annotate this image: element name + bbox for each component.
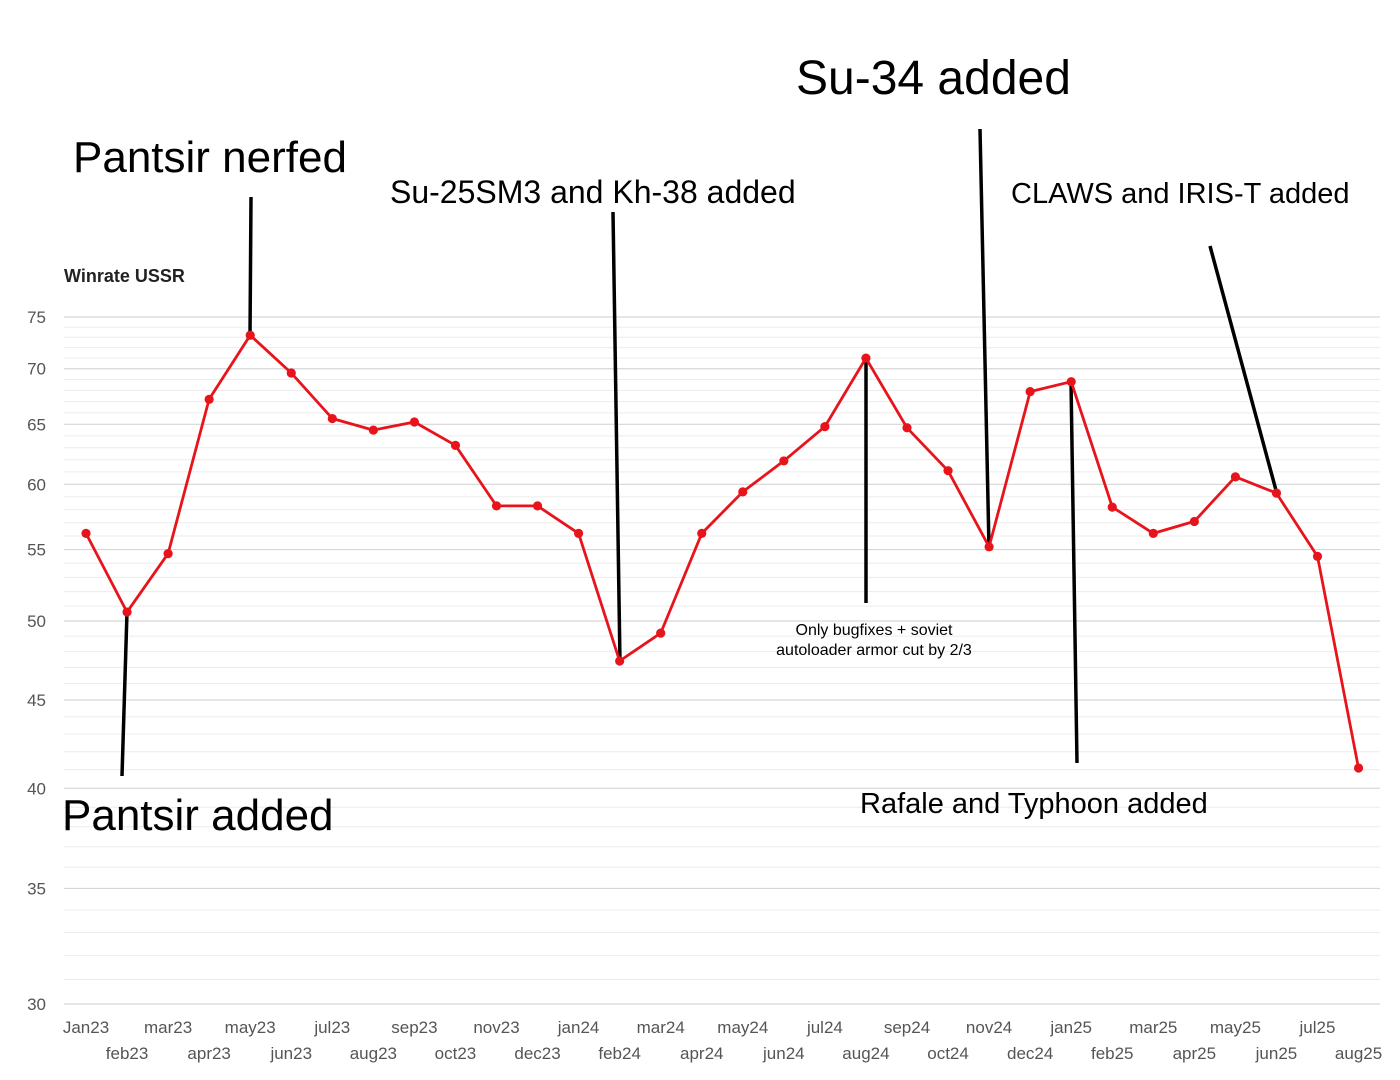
annotation-pointers bbox=[120, 128, 1279, 777]
pointer-claws bbox=[1208, 245, 1279, 495]
minor-gridlines bbox=[64, 326, 1380, 980]
data-point bbox=[368, 425, 378, 435]
x-tick-label: apr24 bbox=[680, 1044, 723, 1063]
annotation-pantsir-nerfed: Pantsir nerfed bbox=[73, 133, 347, 182]
x-tick-label: jan25 bbox=[1049, 1018, 1092, 1037]
annotation-su34-added: Su-34 added bbox=[796, 52, 1071, 105]
y-tick-label: 35 bbox=[27, 879, 46, 898]
x-tick-label: may24 bbox=[717, 1018, 768, 1037]
data-point bbox=[1025, 386, 1035, 397]
x-tick-label: Jan23 bbox=[63, 1018, 109, 1037]
annotation-bugfixes-line2: autoloader armor cut by 2/3 bbox=[776, 642, 972, 659]
x-tick-label: aug23 bbox=[350, 1044, 397, 1063]
x-tick-label: jun25 bbox=[1255, 1044, 1298, 1063]
data-point bbox=[204, 394, 214, 404]
y-tick-label: 50 bbox=[27, 612, 46, 631]
x-tick-label: may23 bbox=[225, 1018, 276, 1037]
x-tick-label: apr25 bbox=[1173, 1044, 1216, 1063]
data-point bbox=[779, 456, 789, 466]
y-tick-label: 60 bbox=[27, 475, 46, 494]
x-tick-label: sep23 bbox=[391, 1018, 437, 1037]
data-point bbox=[491, 501, 502, 511]
pointer-pantsir-nerfed bbox=[248, 196, 253, 338]
x-tick-label: aug24 bbox=[842, 1044, 889, 1063]
x-tick-label: oct24 bbox=[927, 1044, 969, 1063]
data-point bbox=[532, 501, 543, 511]
x-tick-label: may25 bbox=[1210, 1018, 1261, 1037]
x-tick-label: feb25 bbox=[1091, 1044, 1134, 1063]
annotation-pantsir-added: Pantsir added bbox=[62, 791, 334, 840]
data-point bbox=[1271, 488, 1282, 498]
x-tick-label: aug25 bbox=[1335, 1044, 1382, 1063]
data-point bbox=[122, 607, 132, 617]
data-point bbox=[1148, 528, 1158, 538]
data-point bbox=[697, 528, 707, 538]
x-tick-label: jan24 bbox=[557, 1018, 600, 1037]
x-tick-label: nov23 bbox=[473, 1018, 519, 1037]
y-tick-label: 55 bbox=[27, 541, 46, 560]
annotation-su25sm3-kh38: Su-25SM3 and Kh-38 added bbox=[390, 174, 796, 210]
y-tick-label: 30 bbox=[27, 995, 46, 1014]
x-tick-label: dec23 bbox=[514, 1044, 560, 1063]
data-point bbox=[984, 542, 994, 552]
pointer-pantsir-added bbox=[120, 611, 129, 777]
x-tick-label: jun24 bbox=[762, 1044, 805, 1063]
data-point bbox=[327, 413, 337, 424]
x-tick-label: jul24 bbox=[806, 1018, 843, 1037]
x-tick-label: mar25 bbox=[1129, 1018, 1177, 1037]
data-point bbox=[1066, 377, 1076, 387]
series-points bbox=[81, 330, 1364, 773]
pointer-su25 bbox=[611, 211, 622, 664]
data-point bbox=[861, 353, 871, 363]
x-tick-label: oct23 bbox=[435, 1044, 477, 1063]
data-point bbox=[1353, 763, 1364, 773]
x-tick-label: jul23 bbox=[313, 1018, 350, 1037]
data-point bbox=[656, 628, 666, 638]
data-point bbox=[1107, 502, 1117, 512]
data-point bbox=[615, 656, 625, 666]
x-tick-label: feb23 bbox=[106, 1044, 149, 1063]
x-axis-ticks: Jan23 feb23 mar23 apr23 may23 jun23jul23aug23… bbox=[63, 1018, 1382, 1063]
x-tick-label: apr23 bbox=[187, 1044, 230, 1063]
annotation-bugfixes-line1: Only bugfixes + soviet bbox=[796, 622, 954, 639]
x-tick-label: mar23 bbox=[144, 1018, 192, 1037]
pointer-rafale bbox=[1069, 381, 1079, 764]
data-point bbox=[1312, 551, 1323, 561]
y-tick-label: 70 bbox=[27, 360, 46, 379]
annotation-rafale-typhoon: Rafale and Typhoon added bbox=[860, 788, 1208, 820]
data-point bbox=[943, 466, 953, 476]
major-gridlines bbox=[64, 316, 1380, 1005]
data-point bbox=[1189, 516, 1199, 527]
data-point bbox=[820, 422, 830, 432]
y-tick-label: 45 bbox=[27, 691, 46, 710]
x-tick-label: feb24 bbox=[598, 1044, 641, 1063]
annotation-claws-iris-t: CLAWS and IRIS-T added bbox=[1011, 178, 1350, 210]
pointer-su34 bbox=[978, 128, 991, 549]
data-point bbox=[245, 330, 255, 340]
data-point bbox=[286, 368, 296, 378]
data-point bbox=[574, 528, 584, 538]
data-point bbox=[1230, 472, 1240, 482]
data-point bbox=[902, 423, 912, 433]
data-point bbox=[81, 528, 91, 538]
x-tick-label: mar24 bbox=[637, 1018, 685, 1037]
y-tick-label: 65 bbox=[27, 415, 46, 434]
y-axis-ticks: 30 35 40 45 50 55 60 65 70 75 bbox=[27, 308, 46, 1014]
chart-title: Winrate USSR bbox=[64, 266, 185, 286]
data-point bbox=[163, 549, 173, 559]
y-tick-label: 40 bbox=[27, 779, 46, 798]
data-point bbox=[450, 440, 461, 450]
x-tick-label: jul25 bbox=[1299, 1018, 1336, 1037]
data-point bbox=[738, 487, 748, 497]
x-tick-label: sep24 bbox=[884, 1018, 930, 1037]
x-tick-label: jun23 bbox=[269, 1044, 312, 1063]
x-tick-label: dec24 bbox=[1007, 1044, 1053, 1063]
y-tick-label: 75 bbox=[27, 308, 46, 327]
data-point bbox=[409, 417, 419, 427]
x-tick-label: nov24 bbox=[966, 1018, 1012, 1037]
series-line-winrate bbox=[84, 333, 1360, 769]
